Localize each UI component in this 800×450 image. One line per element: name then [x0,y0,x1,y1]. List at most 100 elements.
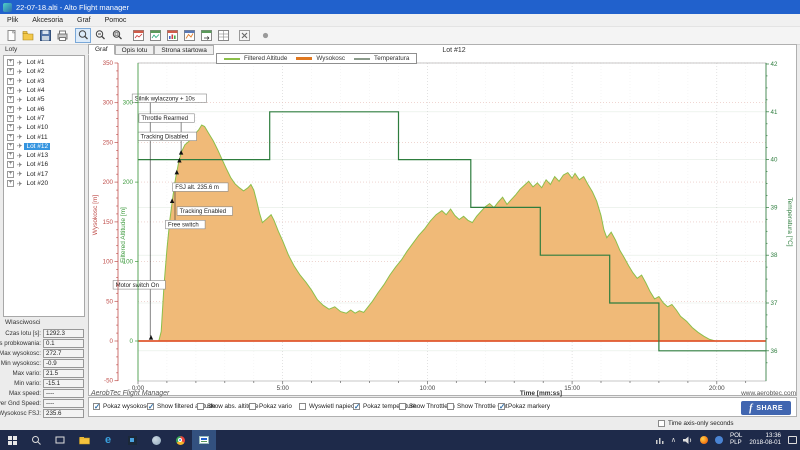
property-value-field[interactable]: 1292.3 [43,329,84,338]
brand-text: AerobTec Flight Manager [90,390,170,397]
flight-item-lot20[interactable]: + ✈ Lot #20 [4,179,84,188]
record-dot-button[interactable] [257,28,273,43]
chart-window-table-button[interactable] [215,28,231,43]
property-value-field[interactable]: 21.5 [43,369,84,378]
menu-item-pomoc[interactable]: Pomoc [104,16,127,24]
tree-expander-icon[interactable]: + [7,105,14,113]
property-value-field[interactable]: 272.7 [43,349,84,358]
property-value-field[interactable]: -0.9 [43,359,84,368]
tab-strona-startowa[interactable]: Strona startowa [154,45,214,55]
taskbar-photos-icon[interactable] [120,430,144,450]
tree-expander-icon[interactable]: + [7,77,14,85]
taskbar-alto-active-icon[interactable] [192,430,216,450]
flight-item-lot6[interactable]: + ✈ Lot #6 [4,104,84,113]
chart-window-green-button[interactable] [147,28,163,43]
new-file-button[interactable] [3,28,19,43]
activity-icon[interactable] [655,436,664,445]
open-folder-button[interactable] [20,28,36,43]
time-axis-checkbox[interactable] [658,420,665,427]
taskbar-chrome-icon[interactable] [168,430,192,450]
checkbox[interactable] [93,402,100,411]
chart-window-export-button[interactable] [198,28,214,43]
clock[interactable]: 13:36 2018-08-01 [749,432,781,447]
share-button[interactable]: f SHARE [741,401,791,415]
svg-text:36: 36 [771,348,778,355]
tree-expander-icon[interactable]: + [7,152,14,160]
flight-chart[interactable]: Silnik wylaczony + 10s Throttle Rearmed Tr… [89,45,798,397]
chart-window-red-button[interactable] [130,28,146,43]
property-value-field[interactable]: ---- [43,399,84,408]
flight-item-lot11[interactable]: + ✈ Lot #11 [4,132,84,141]
menu-item-graf[interactable]: Graf [77,16,91,24]
language-indicator[interactable]: POL PLP [730,432,742,447]
flight-item-lot17[interactable]: + ✈ Lot #17 [4,170,84,179]
flight-item-lot1[interactable]: + ✈ Lot #1 [4,58,84,67]
checkbox[interactable] [299,403,306,410]
checkbox[interactable] [197,403,204,410]
tree-expander-icon[interactable]: + [7,59,14,67]
tree-expander-icon[interactable]: + [7,124,14,132]
checkbox[interactable] [447,403,454,410]
chevron-up-icon[interactable]: ∧ [670,437,676,444]
tree-expander-icon[interactable]: + [7,180,14,187]
flight-item-lot10[interactable]: + ✈ Lot #10 [4,123,84,132]
tree-expander-icon[interactable]: + [7,161,14,169]
tab-opis-lotu[interactable]: Opis lotu [114,45,155,55]
zoom-out-button[interactable] [92,28,108,43]
flight-item-lot7[interactable]: + ✈ Lot #7 [4,114,84,123]
flight-item-lot13[interactable]: + ✈ Lot #13 [4,151,84,160]
tree-expander-icon[interactable]: + [7,96,14,104]
taskbar-task-view-icon[interactable] [48,430,72,450]
notification-center-icon[interactable] [788,436,797,444]
checkbox[interactable] [353,402,360,411]
close-window-button[interactable] [236,28,252,43]
property-value-field[interactable]: -15.1 [43,379,84,388]
tree-expander-icon[interactable]: + [7,133,14,141]
chart-window-bar-button[interactable] [164,28,180,43]
svg-text:40: 40 [771,157,778,164]
property-label: Wysokosc FSJ: [0,410,41,417]
flight-item-lot12[interactable]: + ✈ Lot #12 [4,142,84,151]
time-axis-option: Time axis-only seconds [658,420,734,427]
save-button[interactable] [37,28,53,43]
flight-item-lot4[interactable]: + ✈ Lot #4 [4,86,84,95]
firefox-icon[interactable] [699,436,708,444]
zoom-pan-button[interactable] [109,28,125,43]
tree-expander-icon[interactable]: + [7,68,14,76]
flight-item-lot5[interactable]: + ✈ Lot #5 [4,95,84,104]
property-value-field[interactable]: 0.1 [43,339,84,348]
zoom-select-button[interactable] [75,28,91,43]
taskbar-search-icon[interactable] [24,430,48,450]
tree-expander-icon[interactable]: + [7,170,14,178]
taskbar-edge-icon[interactable]: e [104,434,112,446]
menu-item-plik[interactable]: Plik [7,16,19,24]
flight-item-lot2[interactable]: + ✈ Lot #2 [4,67,84,76]
checkbox[interactable] [498,402,505,411]
tree-expander-icon[interactable]: + [7,142,14,150]
volume-icon[interactable] [682,436,693,445]
chart-window-line-button[interactable] [181,28,197,43]
taskbar-google-earth-icon[interactable] [144,430,168,450]
property-value-field[interactable]: ---- [43,389,84,398]
flight-item-lot16[interactable]: + ✈ Lot #16 [4,160,84,169]
checkbox[interactable] [147,402,154,411]
taskbar-file-explorer-icon[interactable] [72,430,96,450]
taskbar-start-button[interactable] [0,430,24,450]
print-button[interactable] [54,28,70,43]
flight-item-lot3[interactable]: + ✈ Lot #3 [4,77,84,86]
property-label: Max speed: [9,390,41,397]
svg-text:38: 38 [771,252,778,259]
property-value-field[interactable]: 235.6 [43,409,84,418]
tab-graf[interactable]: Graf [88,44,115,55]
svg-text:10:00: 10:00 [420,385,436,392]
tree-expander-icon[interactable]: + [7,114,14,122]
menu-item-akcesoria[interactable]: Akcesoria [32,16,64,24]
facebook-icon: f [749,402,753,414]
flight-item-label: Lot #13 [26,152,49,160]
checkbox[interactable] [249,403,256,410]
tree-expander-icon[interactable]: + [7,87,14,95]
title-bar[interactable]: 22-07-18.alti - Alto Flight manager [0,0,800,14]
checkbox[interactable] [399,403,406,410]
messenger-icon[interactable] [714,436,723,444]
